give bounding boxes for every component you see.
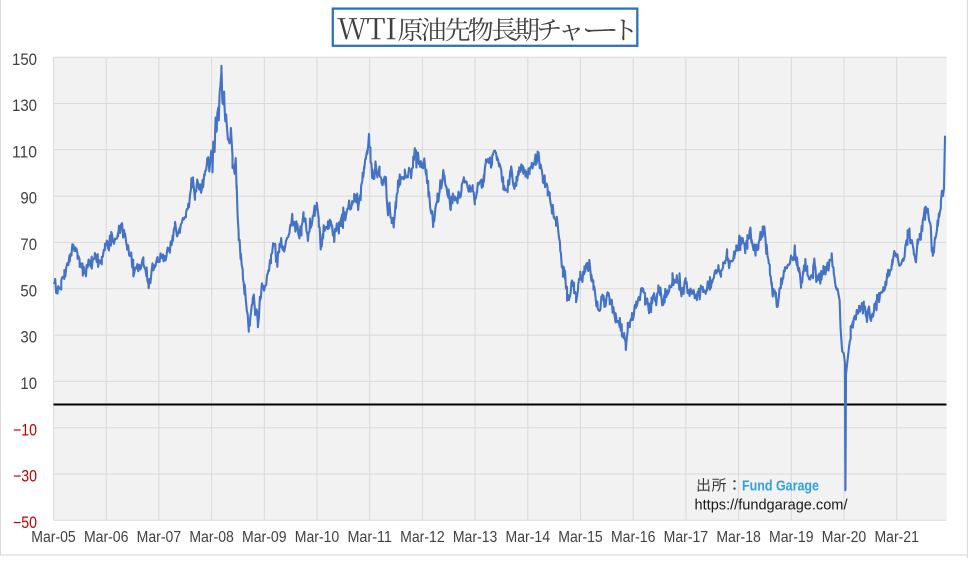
svg-text:Mar-18: Mar-18 — [716, 529, 761, 546]
svg-text:90: 90 — [20, 190, 37, 208]
svg-text:Mar-13: Mar-13 — [453, 529, 498, 546]
svg-text:110: 110 — [12, 143, 37, 161]
svg-text:−10: −10 — [13, 421, 37, 439]
svg-text:30: 30 — [20, 329, 37, 347]
svg-text:10: 10 — [20, 375, 37, 393]
svg-text:Mar-19: Mar-19 — [769, 529, 814, 546]
svg-text:70: 70 — [20, 236, 37, 254]
svg-text:Mar-15: Mar-15 — [558, 529, 603, 546]
svg-text:Mar-05: Mar-05 — [31, 529, 76, 546]
svg-text:Mar-08: Mar-08 — [189, 529, 234, 546]
svg-text:Mar-21: Mar-21 — [874, 529, 919, 546]
svg-text:130: 130 — [12, 97, 37, 115]
svg-text:150: 150 — [12, 51, 37, 69]
svg-text:Mar-12: Mar-12 — [400, 529, 445, 546]
svg-text:Mar-07: Mar-07 — [137, 529, 182, 546]
svg-text:Fund Garage: Fund Garage — [742, 478, 819, 495]
svg-text:Mar-06: Mar-06 — [84, 529, 129, 546]
svg-text:Mar-10: Mar-10 — [295, 529, 340, 546]
svg-text:Mar-11: Mar-11 — [347, 529, 392, 546]
svg-text:Mar-14: Mar-14 — [506, 529, 551, 546]
svg-text:Mar-09: Mar-09 — [242, 529, 287, 546]
svg-text:Mar-16: Mar-16 — [611, 529, 656, 546]
svg-text:Mar-20: Mar-20 — [822, 529, 867, 546]
svg-text:https://fundgarage.com/: https://fundgarage.com/ — [695, 497, 849, 514]
svg-text:50: 50 — [20, 282, 37, 300]
svg-text:−30: −30 — [13, 468, 37, 486]
svg-text:Mar-17: Mar-17 — [664, 529, 709, 546]
svg-text:−50: −50 — [13, 514, 37, 532]
